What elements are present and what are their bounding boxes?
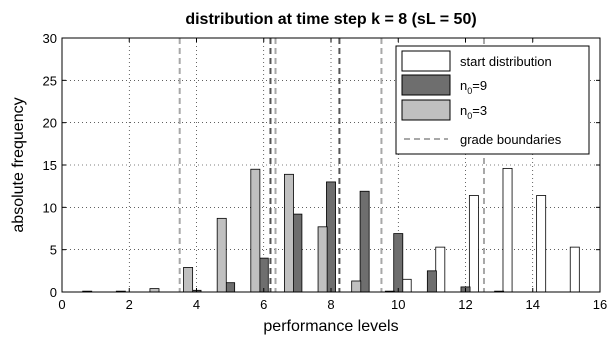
x-tick-label: 6 (260, 297, 267, 312)
x-axis-label: performance levels (263, 318, 398, 335)
x-axis-ticks: 0 2 4 6 8 10 12 14 16 (58, 38, 607, 312)
bar-n0-3 (250, 168, 261, 293)
bar-n0-3 (284, 173, 294, 293)
bar-start-distribution (468, 195, 479, 293)
y-axis-ticks: 0 5 10 15 20 25 30 (43, 31, 600, 300)
x-tick-label: 16 (593, 297, 607, 312)
y-tick-label: 25 (43, 73, 57, 88)
x-tick-label: 2 (126, 297, 133, 312)
bar-start-distribution (569, 246, 580, 293)
bar-n0-9 (258, 257, 269, 293)
x-tick-label: 8 (327, 297, 334, 312)
bar-start-distribution (435, 246, 446, 293)
y-tick-label: 5 (50, 243, 57, 258)
y-tick-label: 30 (43, 31, 57, 46)
x-tick-label: 12 (458, 297, 472, 312)
legend-label-start: start distribution (460, 54, 552, 69)
x-tick-label: 14 (526, 297, 540, 312)
bars (82, 167, 580, 293)
bar-n0-9 (292, 213, 303, 293)
legend-label-grade-boundaries: grade boundaries (460, 132, 562, 147)
mean-lines (269, 38, 341, 292)
y-tick-label: 15 (43, 158, 57, 173)
bar-n0-3 (183, 267, 194, 293)
bar-n0-3 (149, 288, 160, 293)
bar-start-distribution (401, 278, 412, 293)
y-axis-label: absolute frequency (10, 97, 27, 232)
y-tick-label: 20 (43, 116, 57, 131)
chart-title: distribution at time step k = 8 (sL = 50… (185, 11, 476, 28)
bar-n0-9 (359, 190, 370, 293)
bar-n0-3 (317, 226, 328, 293)
legend: start distribution n0=9 n0=3 grade bound… (395, 45, 590, 155)
legend-swatch-start (401, 50, 451, 72)
x-tick-label: 4 (193, 297, 200, 312)
bar-n0-9 (326, 181, 336, 293)
bar-n0-9 (393, 233, 404, 293)
bar-n0-3 (351, 280, 362, 293)
x-tick-label: 0 (58, 297, 65, 312)
legend-label-n0-9: n0=9 (460, 78, 487, 96)
y-tick-label: 10 (43, 200, 57, 215)
bar-start-distribution (502, 167, 513, 293)
legend-swatch-n0-9 (401, 74, 451, 96)
bar-n0-9 (225, 282, 236, 293)
legend-label-n0-3: n0=3 (460, 103, 487, 121)
y-tick-label: 0 (50, 285, 57, 300)
x-tick-label: 10 (391, 297, 405, 312)
bar-n0-9 (426, 270, 437, 293)
bar-start-distribution (536, 195, 547, 293)
legend-swatch-n0-3 (401, 99, 451, 121)
bar-n0-3 (216, 217, 227, 293)
